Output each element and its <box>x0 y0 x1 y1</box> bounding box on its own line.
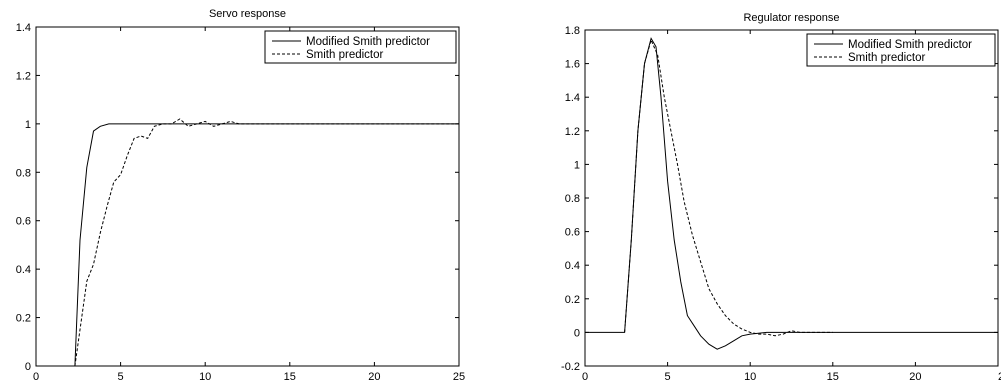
x-tick-label: 5 <box>118 371 124 383</box>
smith-predictor-line <box>69 118 459 366</box>
y-tick-label: 1 <box>25 119 31 131</box>
y-tick-label: 1.4 <box>16 22 31 34</box>
legend-box <box>264 30 457 64</box>
y-tick-label: 1.6 <box>565 59 580 71</box>
y-tick-label: 1.4 <box>565 92 580 104</box>
x-tick-label: 15 <box>827 371 839 383</box>
y-tick-label: 0 <box>25 361 31 373</box>
x-tick-label: 0 <box>33 371 39 383</box>
axes-frame <box>35 26 460 367</box>
x-tick-label: 0 <box>582 371 588 383</box>
x-tick-label: 10 <box>199 371 211 383</box>
servo-response-chart: Servo response 0 5 10 15 20 25 0 0.2 0.4 0.6 0.8 1 1… <box>16 8 465 383</box>
y-tick-label: -0.2 <box>561 361 580 373</box>
y-tick-label: 0.4 <box>16 264 31 276</box>
y-tick-label: 1.2 <box>16 70 31 82</box>
y-tick-label: 0 <box>574 327 580 339</box>
y-tick-label: 0.2 <box>16 313 31 325</box>
legend-entry-label: Smith predictor <box>306 49 384 61</box>
x-tick-label: 25 <box>453 371 465 383</box>
smith-predictor-line <box>624 38 833 337</box>
y-tick-label: 0.2 <box>565 294 580 306</box>
modified-smith-predictor-line <box>585 37 998 350</box>
chart-title: Servo response <box>209 8 286 20</box>
y-tick-label: 0.8 <box>565 193 580 205</box>
y-tick-label: 0.6 <box>16 216 31 228</box>
x-tick-label: 15 <box>284 371 296 383</box>
y-tick-label: 0.6 <box>565 227 580 239</box>
x-tick-label: 25 <box>998 371 1001 383</box>
x-tick-label: 5 <box>665 371 671 383</box>
legend-box <box>806 33 996 67</box>
y-tick-label: 1.8 <box>565 25 580 37</box>
y-tick-label: 0.8 <box>16 167 31 179</box>
y-tick-label: 1 <box>574 159 580 171</box>
legend-entry-label: Modified Smith predictor <box>848 39 972 51</box>
legend-entry-label: Smith predictor <box>848 52 926 64</box>
y-tick-label: 0.4 <box>565 260 580 272</box>
x-tick-label: 10 <box>744 371 756 383</box>
regulator-response-chart: Regulator response 0510152025-0.200.20.4… <box>561 12 1001 383</box>
x-tick-label: 20 <box>909 371 921 383</box>
legend-entry-label: Modified Smith predictor <box>306 36 430 48</box>
y-tick-label: 1.2 <box>565 126 580 138</box>
chart-title: Regulator response <box>743 12 839 24</box>
x-tick-label: 20 <box>368 371 380 383</box>
